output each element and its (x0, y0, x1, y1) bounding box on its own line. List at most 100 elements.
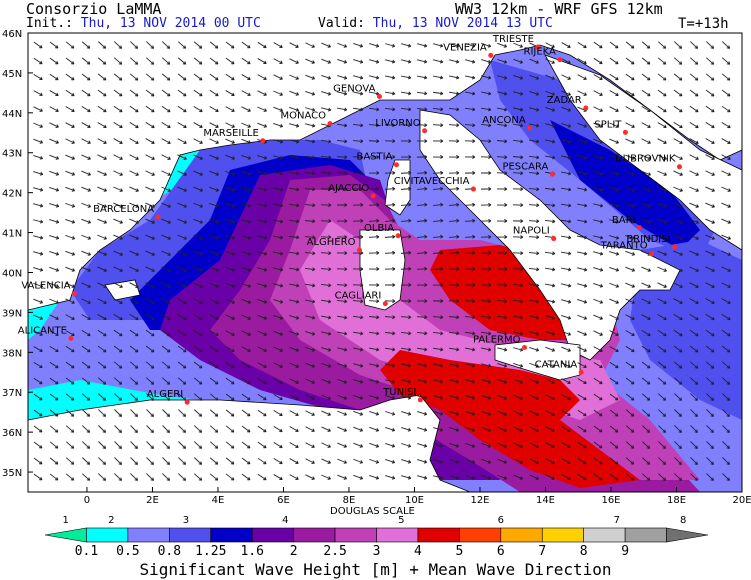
wave-arrow (368, 202, 380, 207)
wave-arrow (673, 89, 683, 97)
wave-arrow (641, 89, 651, 97)
wave-arrow (529, 410, 539, 416)
wave-arrow (33, 441, 43, 449)
wave-arrow (561, 42, 571, 48)
wave-arrow (241, 138, 252, 144)
wave-arrow (464, 331, 476, 336)
wave-arrow (161, 170, 171, 176)
wave-arrow (705, 138, 715, 144)
wave-arrow (658, 457, 667, 465)
wave-arrow (593, 362, 603, 369)
wave-arrow (209, 282, 219, 288)
wave-arrow (49, 73, 59, 81)
wave-arrow (673, 202, 683, 208)
wave-arrow (241, 362, 251, 369)
wave-arrow (49, 106, 59, 112)
wave-arrow (545, 458, 555, 464)
wave-arrow (529, 91, 540, 96)
wave-arrow (146, 41, 155, 49)
wave-arrow (544, 251, 556, 256)
legend-swatch (169, 527, 212, 543)
wave-arrow (321, 410, 331, 416)
wave-arrow (289, 106, 300, 112)
city-dot (488, 52, 494, 58)
wave-arrow (480, 283, 492, 288)
wave-arrow (609, 219, 620, 224)
wave-arrow (593, 57, 603, 65)
wave-arrow (401, 443, 412, 448)
wave-arrow (432, 218, 444, 223)
wave-arrow (449, 43, 460, 48)
wave-arrow (545, 331, 556, 336)
wave-arrow (146, 409, 154, 417)
wave-arrow (497, 347, 508, 352)
wave-arrow (161, 345, 171, 353)
city-dot (649, 251, 655, 257)
wave-arrow (289, 378, 299, 384)
wave-arrow (609, 441, 619, 449)
wave-arrow (161, 250, 171, 256)
wave-arrow (721, 250, 731, 256)
wave-arrow (625, 122, 635, 128)
wave-arrow (289, 458, 299, 464)
wave-arrow (145, 89, 155, 97)
wave-arrow (416, 266, 428, 271)
wave-arrow (561, 106, 572, 112)
wave-arrow (98, 441, 107, 449)
wave-arrow (305, 346, 316, 352)
wave-arrow (81, 202, 92, 208)
wave-arrow (464, 234, 476, 239)
wave-arrow (129, 57, 139, 65)
wave-arrow (689, 250, 699, 256)
wave-arrow (321, 58, 332, 64)
wave-arrow (529, 347, 540, 352)
longitude-labels: 0 2E 4E 6E 8E 10E 12E 14E 16E 18E 20E (84, 487, 751, 505)
wave-arrow (193, 57, 203, 65)
wave-arrow (480, 234, 492, 239)
wave-arrow (177, 105, 187, 113)
wave-arrow (130, 473, 139, 481)
wave-arrow (561, 267, 572, 272)
wave-arrow (497, 410, 508, 416)
wave-arrow (337, 363, 348, 368)
wave-arrow (561, 171, 572, 176)
land-africa (28, 394, 471, 492)
wave-arrow (289, 74, 299, 80)
wave-arrow (545, 155, 556, 160)
wave-arrow (528, 251, 540, 256)
wave-arrow (369, 347, 380, 352)
wave-arrow (193, 73, 203, 81)
wave-arrow (320, 267, 332, 272)
wave-arrow (496, 267, 508, 272)
wave-arrow (130, 441, 138, 450)
wave-arrow (641, 282, 651, 288)
wave-arrow (320, 171, 332, 176)
wave-arrow (193, 89, 203, 97)
wave-arrow (273, 155, 284, 160)
wave-arrow (337, 42, 348, 48)
wave-arrow (721, 298, 731, 304)
wave-arrow (625, 282, 635, 288)
wave-arrow (225, 425, 235, 433)
wave-arrow (178, 457, 187, 465)
wave-arrow (673, 314, 683, 321)
wave-arrow (512, 235, 524, 240)
wave-arrow (465, 75, 476, 80)
wave-arrow (114, 393, 123, 401)
city-dot (527, 125, 533, 131)
wave-arrow (304, 283, 316, 288)
wave-arrow (433, 411, 444, 416)
wave-arrow (705, 186, 715, 192)
wave-arrow (257, 425, 267, 433)
wave-arrow (273, 251, 284, 256)
wave-arrow (528, 283, 540, 288)
wave-arrow (33, 106, 43, 112)
wave-arrow (593, 138, 604, 144)
wave-arrow (209, 57, 219, 65)
city-dot (549, 171, 555, 177)
wave-arrow (625, 457, 635, 465)
city-label: BRINDISI (626, 234, 670, 245)
wave-arrow (545, 378, 555, 384)
wave-arrow (193, 329, 203, 337)
wave-arrow (337, 410, 347, 416)
